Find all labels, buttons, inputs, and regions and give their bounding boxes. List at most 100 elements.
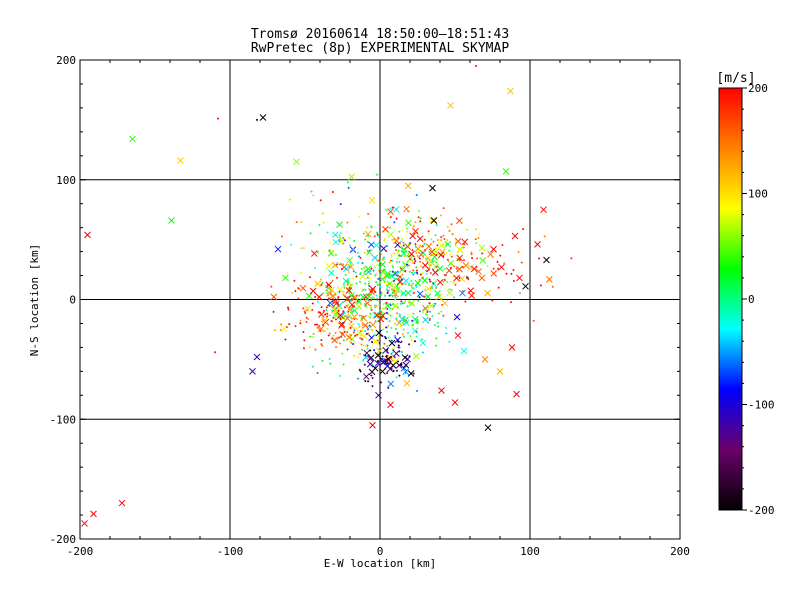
data-point-plus bbox=[381, 355, 384, 358]
data-point-cross bbox=[386, 365, 394, 373]
data-point-plus bbox=[396, 360, 399, 363]
data-point-plus bbox=[302, 247, 305, 250]
data-point-plus bbox=[445, 326, 448, 329]
data-point-plus bbox=[369, 312, 372, 315]
data-point-plus bbox=[435, 337, 438, 340]
data-point-plus bbox=[342, 363, 345, 366]
data-point-plus bbox=[366, 226, 369, 229]
data-point-plus bbox=[364, 302, 367, 305]
data-point-plus bbox=[297, 297, 300, 300]
data-point-plus bbox=[446, 281, 449, 284]
colorbar-tick-label: -100 bbox=[748, 399, 775, 412]
data-point-plus bbox=[445, 243, 448, 246]
data-point-plus bbox=[396, 272, 399, 275]
data-point-plus bbox=[421, 338, 424, 341]
data-point-plus bbox=[379, 285, 382, 288]
data-point-plus bbox=[385, 326, 388, 329]
data-point-cross bbox=[454, 332, 462, 339]
data-point-plus bbox=[418, 209, 421, 212]
data-point-cross bbox=[347, 263, 355, 271]
data-point-plus bbox=[427, 230, 430, 233]
data-point-plus bbox=[377, 264, 380, 267]
data-point-plus bbox=[356, 333, 359, 336]
data-point-plus bbox=[449, 280, 452, 283]
data-point-plus bbox=[461, 290, 464, 293]
data-point-plus bbox=[427, 232, 430, 235]
data-point-plus bbox=[395, 376, 398, 379]
data-point-plus bbox=[339, 203, 342, 206]
data-point-plus bbox=[380, 334, 383, 337]
data-point-plus bbox=[425, 313, 428, 316]
data-point-plus bbox=[551, 285, 554, 288]
data-point-cross bbox=[345, 334, 353, 341]
data-point-plus bbox=[338, 336, 341, 339]
data-point-plus bbox=[400, 351, 403, 354]
data-point-cross bbox=[168, 217, 175, 224]
data-point-plus bbox=[330, 304, 333, 307]
data-point-plus bbox=[393, 356, 396, 359]
data-point-plus bbox=[412, 312, 415, 315]
data-point-plus bbox=[332, 249, 335, 252]
data-point-plus bbox=[411, 282, 414, 285]
data-point-plus bbox=[394, 277, 397, 280]
data-point-plus bbox=[388, 286, 391, 289]
data-point-plus bbox=[385, 283, 388, 286]
data-point-plus bbox=[316, 300, 319, 303]
data-point-plus bbox=[491, 299, 494, 302]
data-point-plus bbox=[436, 238, 439, 241]
data-point-plus bbox=[281, 235, 284, 238]
data-point-plus bbox=[407, 332, 410, 335]
data-point-plus bbox=[320, 339, 323, 342]
data-point-cross bbox=[374, 352, 382, 359]
data-point-plus bbox=[392, 283, 395, 286]
data-point-plus bbox=[358, 368, 361, 371]
data-point-plus bbox=[426, 310, 429, 313]
data-point-plus bbox=[330, 319, 333, 322]
data-point-plus bbox=[348, 236, 351, 239]
data-point-plus bbox=[388, 261, 391, 264]
data-point-plus bbox=[442, 268, 445, 271]
data-point-cross bbox=[404, 289, 412, 297]
data-point-plus bbox=[314, 296, 317, 299]
data-point-plus bbox=[355, 275, 358, 278]
data-point-cross bbox=[511, 232, 519, 240]
data-point-cross bbox=[364, 265, 372, 273]
data-point-plus bbox=[349, 283, 352, 286]
data-point-plus bbox=[439, 214, 442, 217]
data-point-plus bbox=[369, 349, 372, 352]
data-point-plus bbox=[379, 309, 382, 312]
data-point-plus bbox=[393, 279, 396, 282]
data-point-plus bbox=[497, 286, 500, 289]
data-point-plus bbox=[409, 335, 412, 338]
data-point-plus bbox=[400, 237, 403, 240]
data-point-cross bbox=[417, 251, 425, 259]
data-point-plus bbox=[403, 301, 406, 304]
data-point-cross bbox=[453, 313, 461, 321]
data-point-cross bbox=[478, 244, 486, 252]
data-point-plus bbox=[391, 238, 394, 241]
data-point-plus bbox=[344, 273, 347, 276]
data-point-cross bbox=[387, 231, 395, 238]
data-point-plus bbox=[331, 191, 334, 194]
data-point-cross bbox=[328, 286, 335, 294]
data-point-cross bbox=[416, 290, 424, 298]
data-point-plus bbox=[383, 256, 386, 259]
data-point-plus bbox=[410, 284, 413, 287]
data-point-plus bbox=[311, 302, 314, 305]
data-point-plus bbox=[289, 198, 292, 201]
data-point-plus bbox=[450, 255, 453, 258]
data-point-plus bbox=[408, 282, 411, 285]
data-point-cross bbox=[490, 245, 497, 253]
data-point-plus bbox=[334, 332, 337, 335]
data-point-plus bbox=[417, 216, 420, 219]
data-point-plus bbox=[376, 360, 379, 363]
data-point-plus bbox=[348, 333, 351, 336]
colorbar-ticks: 200 100 0 -100 -200 bbox=[742, 82, 775, 517]
data-point-cross bbox=[405, 219, 412, 227]
data-point-cross bbox=[430, 217, 438, 224]
data-point-plus bbox=[373, 349, 376, 352]
data-point-plus bbox=[415, 321, 418, 324]
x-tick-label: -200 bbox=[67, 545, 94, 558]
data-point-cross bbox=[282, 274, 289, 282]
